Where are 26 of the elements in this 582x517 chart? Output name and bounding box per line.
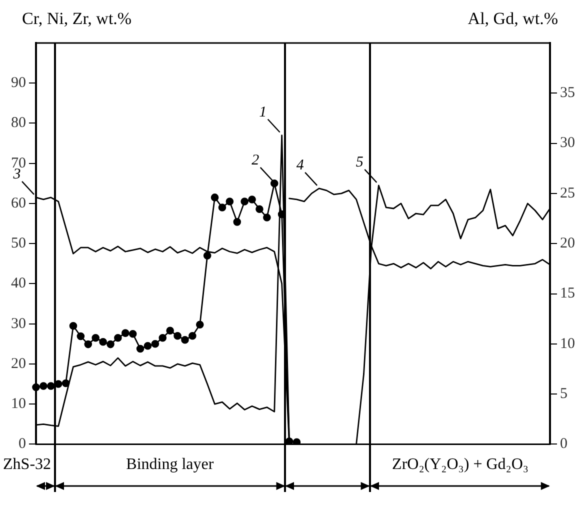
y2-tick-label: 5 <box>560 386 568 402</box>
y2-tick-label: 30 <box>560 135 575 152</box>
series-label: 2 <box>252 152 260 168</box>
y2-tick-label: 10 <box>560 336 575 352</box>
y-tick-label: 40 <box>11 276 26 292</box>
y2-tick-label: 20 <box>560 236 575 252</box>
text: Binding layer <box>126 456 214 474</box>
y2-tick-label: 35 <box>560 85 575 102</box>
y2-tick-label: 25 <box>560 185 575 202</box>
text: ZhS-32 <box>3 456 52 474</box>
y-tick-label: 80 <box>11 115 26 132</box>
series-label: 5 <box>356 154 364 170</box>
y-tick-label: 30 <box>11 316 26 332</box>
y-tick-label: 90 <box>11 75 26 92</box>
series-label: 1 <box>259 104 267 120</box>
y2-tick-label: 0 <box>560 436 568 452</box>
y2-axis-title: Al, Gd, wt.% <box>468 9 558 28</box>
y-tick-label: 50 <box>11 236 26 252</box>
y-tick-label: 60 <box>11 195 26 212</box>
text: ZrO₂(Y₂O₃) + Gd₂O₃ <box>392 456 528 474</box>
y-tick-label: 20 <box>11 356 26 372</box>
y-tick-label: 10 <box>11 396 26 412</box>
series-label: 4 <box>296 157 304 174</box>
y-tick-label: 0 <box>18 436 26 452</box>
y-axis-title: Cr, Ni, Zr, wt.% <box>22 9 132 28</box>
y2-tick-label: 15 <box>560 286 575 302</box>
